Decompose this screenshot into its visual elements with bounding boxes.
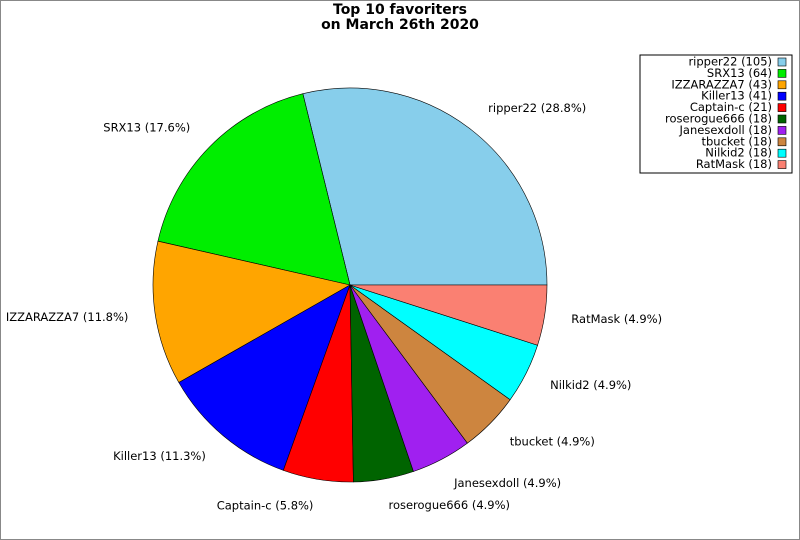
slice-label: Janesexdoll (4.9%) bbox=[453, 476, 561, 490]
legend-label: Janesexdoll (18) bbox=[679, 123, 772, 137]
legend-label: SRX13 (64) bbox=[707, 66, 772, 80]
legend-swatch bbox=[777, 69, 787, 78]
legend-swatch bbox=[777, 80, 787, 90]
slice-label: tbucket (4.9%) bbox=[510, 435, 595, 449]
legend-label: IZZARAZZA7 (43) bbox=[671, 77, 772, 91]
pie-slice bbox=[349, 284, 548, 346]
slice-label: Nilkid2 (4.9%) bbox=[550, 378, 631, 392]
slice-label: IZZARAZZA7 (11.8%) bbox=[6, 310, 129, 324]
legend-label: Nilkid2 (18) bbox=[705, 146, 772, 160]
pie-slice bbox=[302, 87, 548, 286]
legend-label: ripper22 (105) bbox=[688, 55, 772, 69]
pie-slice bbox=[152, 240, 351, 383]
legend-swatch bbox=[777, 91, 787, 101]
slice-label: Killer13 (11.3%) bbox=[113, 449, 206, 463]
legend: ripper22 (105)SRX13 (64)IZZARAZZA7 (43)K… bbox=[639, 54, 793, 174]
legend-swatch bbox=[777, 103, 787, 112]
chart-title: Top 10 favoriters bbox=[333, 2, 467, 18]
legend-swatch bbox=[777, 57, 787, 67]
slice-label: ripper22 (28.8%) bbox=[488, 101, 586, 115]
legend-label: tbucket (18) bbox=[701, 134, 772, 148]
legend-label: Killer13 (41) bbox=[701, 89, 772, 103]
slice-label: RatMask (4.9%) bbox=[571, 312, 662, 326]
legend-label: RatMask (18) bbox=[696, 157, 772, 171]
slice-label: roserogue666 (4.9%) bbox=[388, 498, 510, 512]
legend-swatch bbox=[777, 114, 787, 124]
pie-slice bbox=[178, 284, 351, 471]
legend-swatch bbox=[777, 137, 787, 147]
slice-label: SRX13 (17.6%) bbox=[103, 120, 190, 134]
legend-label: roserogue666 (18) bbox=[665, 112, 772, 126]
legend-label: Captain-c (21) bbox=[690, 100, 772, 114]
legend-box bbox=[639, 54, 793, 174]
legend-swatch bbox=[777, 160, 787, 169]
legend-swatch bbox=[777, 126, 787, 135]
pie-slice bbox=[157, 93, 351, 286]
chart-subtitle: on March 26th 2020 bbox=[321, 17, 479, 33]
slice-label: Captain-c (5.8%) bbox=[217, 498, 314, 512]
legend-swatch bbox=[777, 148, 787, 158]
